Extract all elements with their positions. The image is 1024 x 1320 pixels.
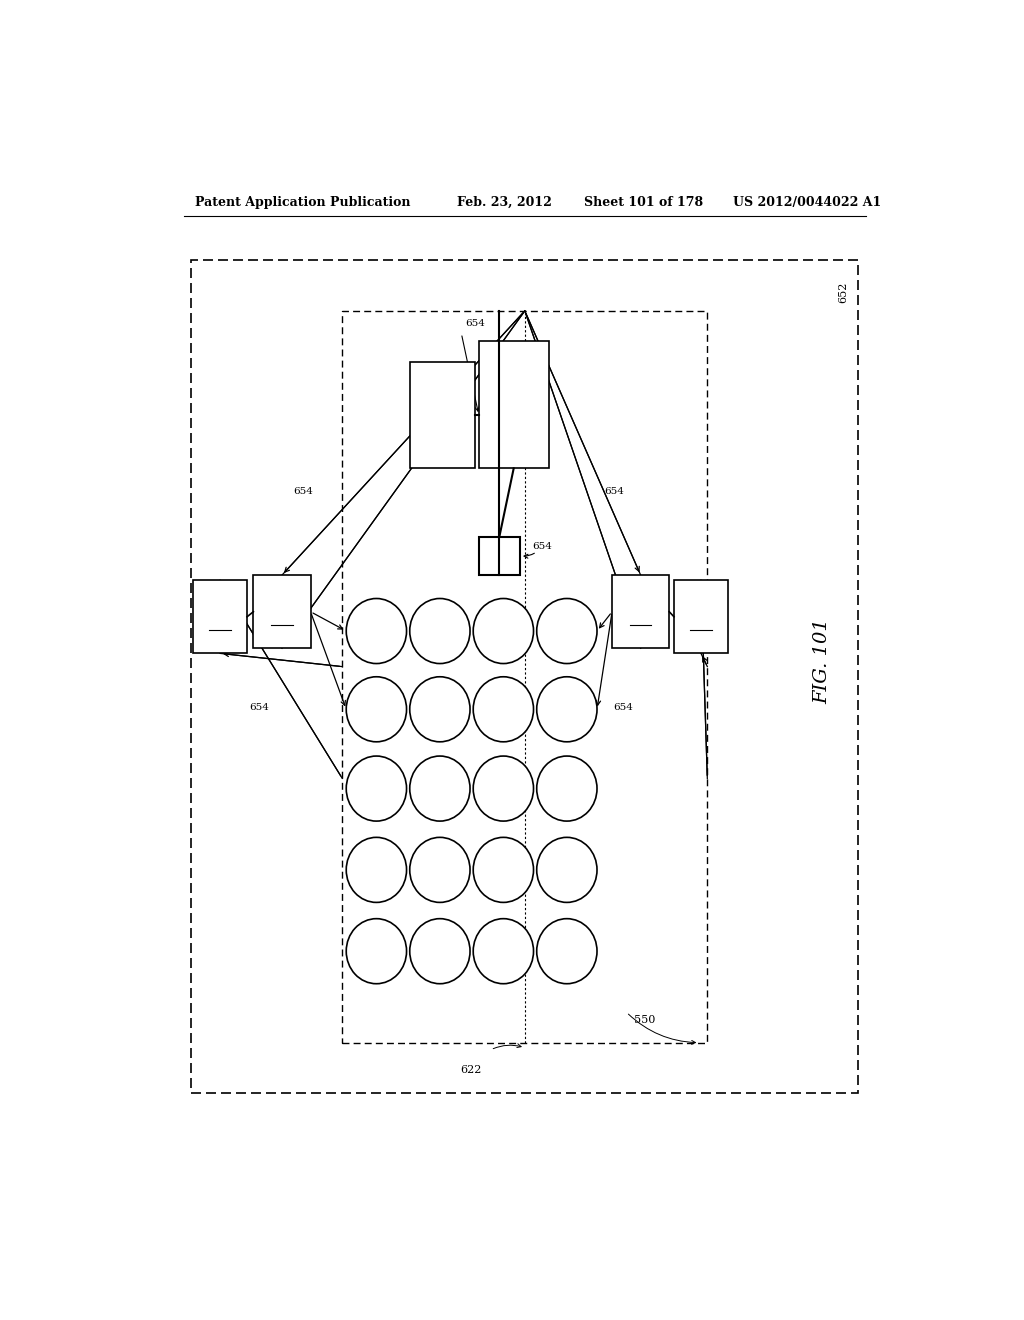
Text: 566: 566 xyxy=(368,627,386,635)
Bar xyxy=(479,342,549,469)
Ellipse shape xyxy=(410,756,470,821)
Ellipse shape xyxy=(410,598,470,664)
Text: 580: 580 xyxy=(495,705,513,714)
Text: 550: 550 xyxy=(634,1015,655,1026)
Text: FIG. 101: FIG. 101 xyxy=(813,619,831,705)
Bar xyxy=(253,576,310,648)
Text: CAF: CAF xyxy=(208,611,232,622)
Text: CBD: CBD xyxy=(628,607,653,616)
Text: 578: 578 xyxy=(431,705,450,714)
Ellipse shape xyxy=(537,919,597,983)
Text: 652: 652 xyxy=(839,282,848,304)
Ellipse shape xyxy=(346,837,407,903)
Bar xyxy=(410,362,475,469)
Text: 654: 654 xyxy=(293,487,313,496)
Ellipse shape xyxy=(346,756,407,821)
Ellipse shape xyxy=(537,677,597,742)
Text: 576: 576 xyxy=(558,705,577,714)
Bar xyxy=(479,536,520,576)
Ellipse shape xyxy=(346,919,407,983)
Ellipse shape xyxy=(346,677,407,742)
Ellipse shape xyxy=(473,756,534,821)
Text: 568: 568 xyxy=(368,784,386,793)
Ellipse shape xyxy=(473,598,534,664)
Text: 552: 552 xyxy=(495,627,513,635)
Ellipse shape xyxy=(410,677,470,742)
Text: L1: L1 xyxy=(503,396,524,413)
Text: 654: 654 xyxy=(604,487,624,496)
Ellipse shape xyxy=(473,677,534,742)
Bar xyxy=(191,260,858,1093)
Bar xyxy=(342,312,708,1043)
Bar xyxy=(674,581,728,653)
Text: US 2012/0044022 A1: US 2012/0044022 A1 xyxy=(733,195,881,209)
Ellipse shape xyxy=(537,598,597,664)
Ellipse shape xyxy=(473,837,534,903)
Ellipse shape xyxy=(410,919,470,983)
Bar xyxy=(194,581,247,653)
Text: 654: 654 xyxy=(613,702,634,711)
Ellipse shape xyxy=(537,837,597,903)
Text: CBF: CBF xyxy=(689,611,713,622)
Text: 574: 574 xyxy=(367,705,386,714)
Text: 622: 622 xyxy=(460,1065,481,1074)
Text: C1: C1 xyxy=(431,407,454,424)
Text: 570: 570 xyxy=(558,627,577,635)
Bar xyxy=(612,576,670,648)
Text: 654: 654 xyxy=(250,702,269,711)
Ellipse shape xyxy=(473,919,534,983)
Text: 654: 654 xyxy=(532,543,553,552)
Text: CAD: CAD xyxy=(269,607,295,616)
Text: 564: 564 xyxy=(431,627,450,635)
Text: Patent Application Publication: Patent Application Publication xyxy=(196,195,411,209)
Ellipse shape xyxy=(346,598,407,664)
Text: Sheet 101 of 178: Sheet 101 of 178 xyxy=(585,195,703,209)
Text: 654: 654 xyxy=(465,318,485,327)
Ellipse shape xyxy=(410,837,470,903)
Ellipse shape xyxy=(537,756,597,821)
Text: Feb. 23, 2012: Feb. 23, 2012 xyxy=(458,195,552,209)
Text: 572: 572 xyxy=(557,784,577,793)
